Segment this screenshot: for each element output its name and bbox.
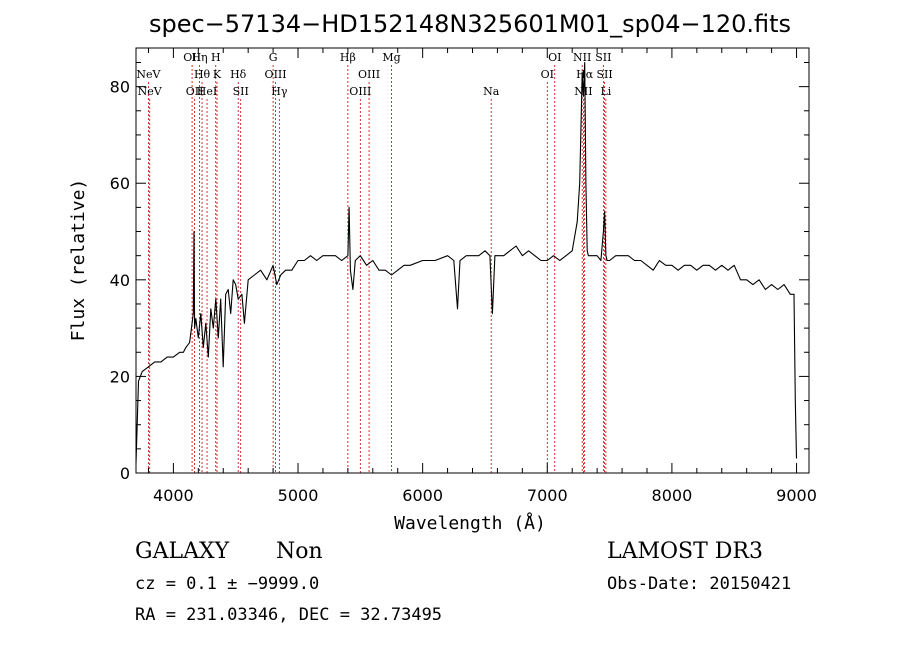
x-tick-label: 9000: [776, 486, 817, 505]
spectral-line-label: NeV: [138, 85, 163, 98]
spectral-line-label: OII: [186, 85, 204, 98]
spectral-line-label: Hθ: [194, 68, 211, 81]
spectral-line-label: OIII: [358, 68, 380, 81]
y-tick-label: 80: [110, 78, 130, 97]
x-axis-label: Wavelength (Å): [394, 512, 546, 534]
coordinates: RA = 231.03346, DEC = 32.73495: [135, 605, 442, 625]
spectral-line-label: Hδ: [230, 68, 247, 81]
spectral-line-label: Hγ: [271, 85, 288, 98]
chart-title: spec−57134−HD152148N325601M01_sp04−120.f…: [149, 10, 791, 38]
y-axis-label: Flux (relative): [68, 179, 89, 342]
x-tick-label: 8000: [652, 486, 693, 505]
y-tick-label: 60: [110, 174, 130, 193]
spectral-line-label: OIII: [349, 85, 371, 98]
survey-name: LAMOST DR3: [607, 539, 763, 564]
plot-frame: [135, 47, 810, 474]
object-subclass: Non: [276, 539, 323, 564]
spectral-line-label: NeV: [136, 68, 161, 81]
spectral-line-label: SII: [596, 68, 612, 81]
spectral-line-label: K: [213, 68, 222, 81]
y-tick-label: 40: [110, 271, 130, 290]
spectral-line-label: NII: [573, 51, 591, 64]
spectral-line-label: OII: [183, 51, 201, 64]
y-axis-ticks: 0 20 40 60 80: [110, 61, 809, 483]
y-tick-label: 20: [110, 367, 130, 386]
x-axis-ticks: 4000 5000 6000 7000 8000 9000: [147, 48, 817, 505]
spectral-line-label: OI: [541, 68, 554, 81]
spectral-line-label: OIII: [265, 68, 287, 81]
x-tick-label: 5000: [278, 486, 319, 505]
spectral-line-label: Hη: [191, 51, 207, 64]
x-tick-label: 6000: [402, 486, 443, 505]
spectral-line-label: Li: [600, 85, 611, 98]
spectral-line-markers: [148, 65, 607, 473]
y-tick-label: 0: [120, 464, 130, 483]
spectral-line-label: G: [269, 51, 278, 64]
redshift-info: cz = 0.1 ± −9999.0: [135, 574, 319, 594]
x-tick-label: 7000: [527, 486, 568, 505]
spectral-line-label: HeI: [197, 85, 217, 98]
obs-date: Obs-Date: 20150421: [607, 574, 791, 594]
spectral-line-label: SII: [233, 85, 249, 98]
spectral-line-label: Hβ: [340, 51, 356, 64]
spectral-line-label: SII: [595, 51, 611, 64]
spectral-line-label: Na: [483, 85, 500, 98]
x-tick-label: 4000: [153, 486, 194, 505]
spectrum-series-line: [135, 61, 798, 464]
spectral-line-label: H: [211, 51, 221, 64]
object-class: GALAXY: [135, 539, 230, 564]
spectral-line-label: OI: [548, 51, 561, 64]
spectral-line-label: Mg: [382, 51, 400, 64]
